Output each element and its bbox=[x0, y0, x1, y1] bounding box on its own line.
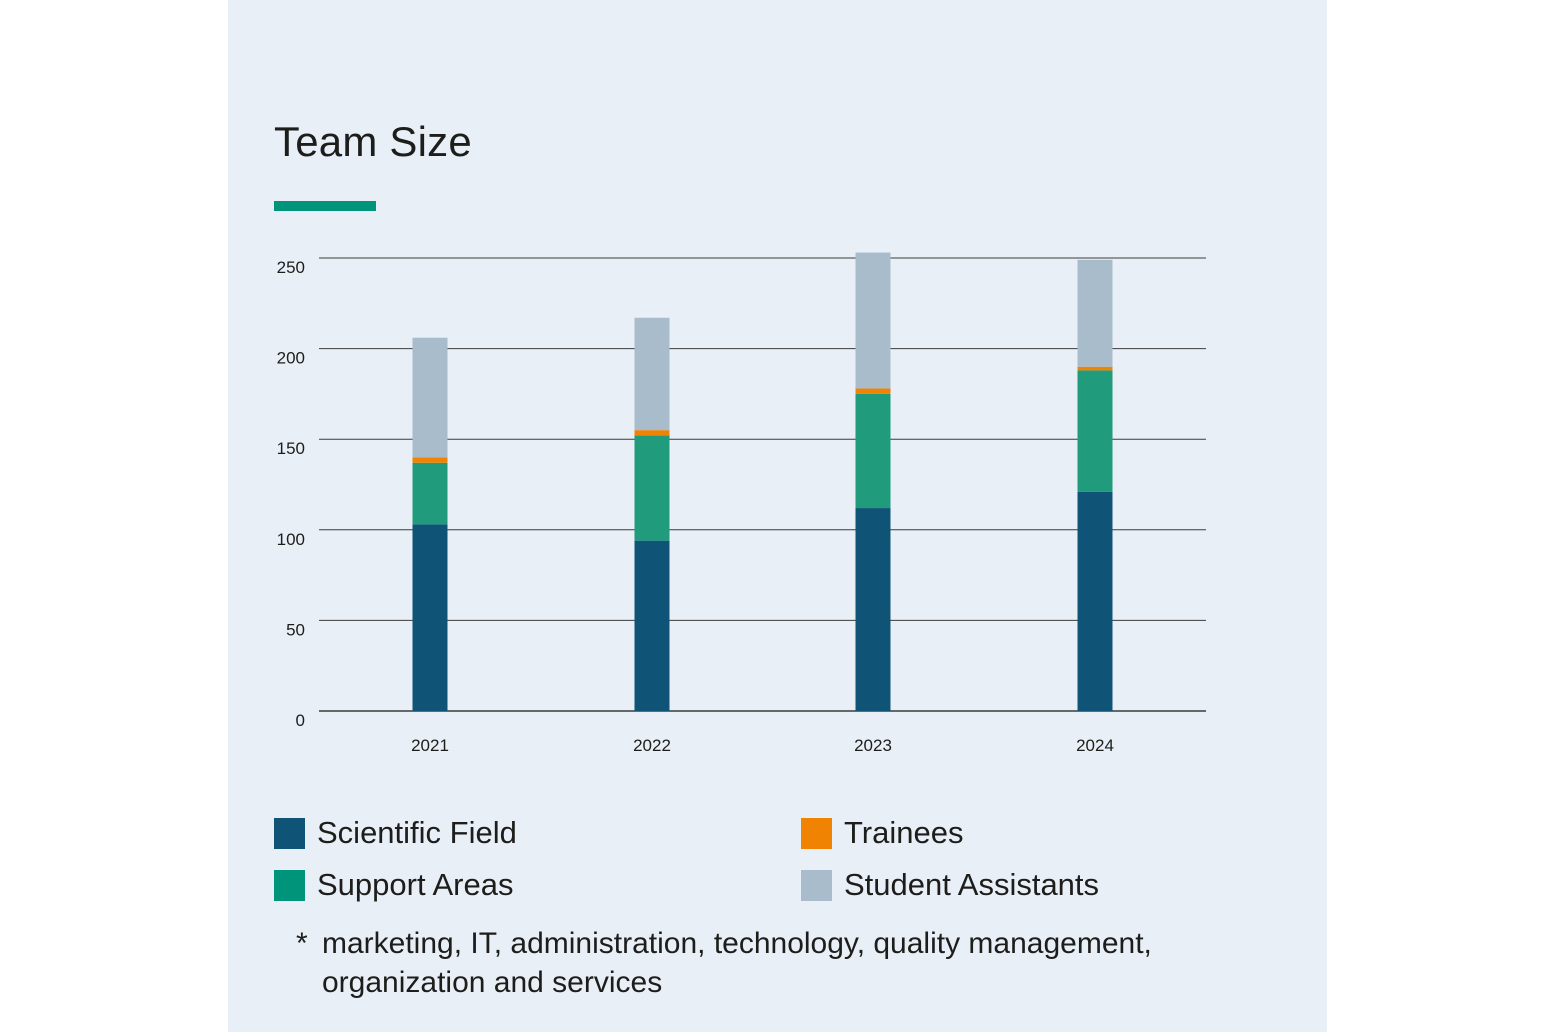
y-tick-label-100: 100 bbox=[277, 530, 305, 549]
bar-2021-scientific-field bbox=[412, 524, 448, 711]
y-tick-label-200: 200 bbox=[277, 349, 305, 368]
legend-item-scientific-field: Scientific Field bbox=[274, 815, 517, 850]
footnote-text: marketing, IT, administration, technolog… bbox=[322, 927, 1152, 999]
bar-2021-student-assistants bbox=[412, 337, 448, 458]
y-tick-label-150: 150 bbox=[277, 439, 305, 458]
legend-swatch-student-assistants bbox=[801, 869, 832, 901]
legend-label-scientific-field: Scientific Field bbox=[317, 815, 517, 850]
legend-item-student-assistants: Student Assistants bbox=[801, 867, 1100, 902]
y-tick-label-50: 50 bbox=[286, 620, 305, 639]
bar-2022-student-assistants bbox=[634, 317, 670, 431]
bar-2022-scientific-field bbox=[634, 540, 670, 711]
bar-2021-trainees bbox=[412, 457, 448, 463]
legend-item-trainees: Trainees bbox=[801, 815, 964, 850]
bar-2022-trainees bbox=[634, 430, 670, 436]
x-tick-label-2023: 2023 bbox=[854, 736, 892, 755]
x-tick-label-2022: 2022 bbox=[633, 736, 671, 755]
legend-item-support-areas: Support Areas bbox=[274, 867, 514, 902]
chart-panel bbox=[228, 0, 1327, 1032]
bar-2021-support-areas bbox=[412, 462, 448, 525]
bar-2022-support-areas bbox=[634, 435, 670, 541]
bar-2023-scientific-field bbox=[855, 508, 891, 711]
x-tick-label-2024: 2024 bbox=[1076, 736, 1114, 755]
y-tick-label-0: 0 bbox=[296, 711, 305, 730]
bar-2023-support-areas bbox=[855, 393, 891, 509]
bar-2023-student-assistants bbox=[855, 252, 891, 389]
legend-label-trainees: Trainees bbox=[844, 815, 964, 850]
footnote: * marketing, IT, administration, technol… bbox=[296, 924, 1296, 1002]
chart-title: Team Size bbox=[274, 118, 472, 165]
legend-swatch-scientific-field bbox=[274, 817, 305, 849]
y-tick-label-250: 250 bbox=[277, 258, 305, 277]
bar-2024-student-assistants bbox=[1077, 259, 1113, 367]
legend-label-student-assistants: Student Assistants bbox=[844, 867, 1100, 902]
footnote-marker: * bbox=[296, 927, 308, 960]
bar-2024-trainees bbox=[1077, 366, 1113, 371]
bar-2024-support-areas bbox=[1077, 370, 1113, 492]
legend-swatch-trainees bbox=[801, 817, 832, 849]
x-tick-label-2021: 2021 bbox=[411, 736, 449, 755]
bar-2024-scientific-field bbox=[1077, 491, 1113, 711]
legend-label-support-areas: Support Areas bbox=[317, 867, 514, 902]
bar-2023-trainees bbox=[855, 388, 891, 394]
title-accent-bar bbox=[274, 201, 376, 211]
legend-swatch-support-areas bbox=[274, 869, 305, 901]
